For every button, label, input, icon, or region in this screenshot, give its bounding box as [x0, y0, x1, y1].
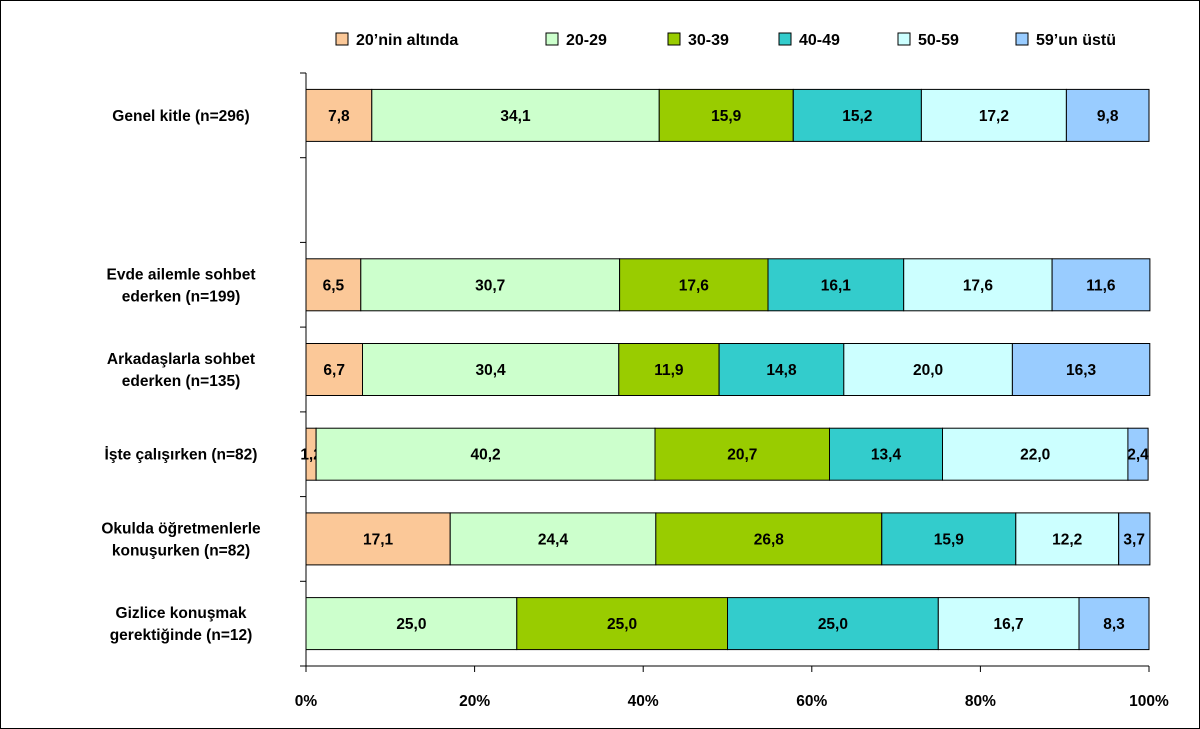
bar-segment-6-1	[305, 597, 518, 651]
bar-segment-4-5	[1127, 427, 1149, 481]
bar-segment-2-5	[1051, 258, 1151, 312]
data-label-2-4: 17,6	[963, 277, 994, 294]
bar-segment-3-3	[718, 343, 845, 396]
data-label-4-4: 22,0	[1020, 447, 1050, 464]
data-label-4-5: 2,4	[1127, 447, 1149, 464]
bar-segment-5-5	[1118, 512, 1151, 566]
bar-segment-6-4	[937, 597, 1080, 651]
legend-label: 40-49	[799, 32, 840, 49]
data-label-3-1: 30,4	[476, 362, 507, 379]
bar-segment-0-4	[920, 88, 1067, 142]
bar-segment-2-2	[619, 258, 769, 312]
data-label-5-4: 12,2	[1052, 531, 1082, 548]
bar-segment-0-3	[792, 88, 922, 142]
x-tick-label: 80%	[965, 693, 996, 710]
legend-swatch	[335, 32, 349, 46]
category-label-line: Evde ailemle sohbet	[106, 266, 255, 283]
data-label-2-3: 16,1	[821, 277, 852, 294]
data-label-3-5: 16,3	[1066, 362, 1097, 379]
legend-label: 20-29	[566, 32, 607, 49]
legend-swatch	[667, 32, 681, 46]
bar-segment-2-0	[305, 258, 362, 312]
data-label-3-3: 14,8	[766, 362, 797, 379]
data-label-3-4: 20,0	[913, 362, 943, 379]
x-tick-label: 100%	[1129, 693, 1169, 710]
data-label-0-2: 15,9	[711, 108, 742, 125]
bar-segment-4-2	[654, 427, 830, 481]
legend-label: 50-59	[918, 32, 959, 49]
category-label-3: Arkadaşlarla sohbet ederken (n=135)	[107, 351, 255, 390]
data-label-2-5: 11,6	[1086, 277, 1116, 294]
legend-label: 59’un üstü	[1036, 32, 1116, 49]
bar-segment-3-5	[1011, 343, 1151, 396]
bar-segment-0-5	[1065, 88, 1150, 142]
data-label-0-3: 15,2	[842, 108, 872, 125]
category-label-line: konuşurken (n=82)	[112, 542, 250, 559]
bar-segment-6-2	[516, 597, 729, 651]
data-label-5-0: 17,1	[363, 531, 394, 548]
bar-segment-6-3	[727, 597, 939, 651]
data-label-4-1: 40,2	[471, 447, 501, 464]
data-label-2-0: 6,5	[323, 277, 345, 294]
bar-segment-3-0	[305, 343, 363, 396]
x-tick-label: 20%	[459, 693, 490, 710]
x-tick-label: 60%	[796, 693, 827, 710]
category-label-line: İşte çalışırken (n=82)	[105, 447, 258, 464]
legend-label: 20’nin altında	[356, 32, 458, 49]
category-label-line: Arkadaşlarla sohbet	[107, 351, 255, 368]
legend-swatch	[545, 32, 559, 46]
data-label-2-2: 17,6	[679, 277, 710, 294]
bar-segment-4-4	[942, 427, 1129, 481]
legend-label: 30-39	[688, 32, 729, 49]
bar-segment-3-1	[362, 343, 620, 396]
category-label-5: Okulda öğretmenlerle konuşurken (n=82)	[101, 520, 261, 559]
category-label-line: gerektiğinde (n=12)	[110, 627, 253, 644]
data-label-2-1: 30,7	[475, 277, 505, 294]
category-label-line: Genel kitle (n=296)	[112, 108, 249, 125]
category-label-4: İşte çalışırken (n=82)	[105, 447, 258, 464]
category-label-line: Okulda öğretmenlerle	[101, 520, 261, 537]
data-label-6-1: 25,0	[396, 616, 426, 633]
data-label-6-4: 16,7	[994, 616, 1024, 633]
data-label-0-0: 7,8	[328, 108, 350, 125]
bar-segment-0-1	[371, 88, 660, 142]
data-label-4-2: 20,7	[727, 447, 757, 464]
bar-segment-5-3	[881, 512, 1017, 566]
bar-segment-0-0	[305, 88, 373, 142]
bar-segment-3-4	[843, 343, 1013, 396]
bar-segment-2-1	[360, 258, 621, 312]
bar-segment-2-3	[767, 258, 905, 312]
bar-segment-5-2	[655, 512, 883, 566]
legend-swatch	[1015, 32, 1029, 46]
data-label-0-4: 17,2	[979, 108, 1009, 125]
bar-segment-6-5	[1078, 597, 1150, 651]
legend-swatch	[897, 32, 911, 46]
data-label-5-2: 26,8	[754, 531, 785, 548]
legend-swatch	[778, 32, 792, 46]
bar-segment-5-0	[305, 512, 451, 566]
data-label-5-1: 24,4	[538, 531, 569, 548]
category-label-line: ederken (n=135)	[122, 373, 240, 390]
bar-segment-4-1	[315, 427, 656, 481]
data-label-5-5: 3,7	[1123, 531, 1145, 548]
category-label-2: Evde ailemle sohbet ederken (n=199)	[106, 266, 255, 305]
data-label-6-5: 8,3	[1103, 616, 1125, 633]
category-label-6: Gizlice konuşmak gerektiğinde (n=12)	[110, 605, 253, 644]
category-label-line: Gizlice konuşmak	[116, 605, 247, 622]
data-label-6-2: 25,0	[607, 616, 637, 633]
data-label-3-0: 6,7	[323, 362, 345, 379]
data-label-4-3: 13,4	[871, 447, 902, 464]
category-label-0: Genel kitle (n=296)	[112, 108, 249, 125]
x-tick-label: 0%	[295, 693, 318, 710]
data-label-6-3: 25,0	[818, 616, 848, 633]
x-tick-label: 40%	[628, 693, 659, 710]
category-label-line: ederken (n=199)	[122, 288, 240, 305]
data-label-5-3: 15,9	[934, 531, 965, 548]
bar-segment-0-2	[658, 88, 794, 142]
data-label-0-1: 34,1	[500, 108, 531, 125]
data-label-3-2: 11,9	[654, 362, 684, 379]
data-label-0-5: 9,8	[1097, 108, 1119, 125]
